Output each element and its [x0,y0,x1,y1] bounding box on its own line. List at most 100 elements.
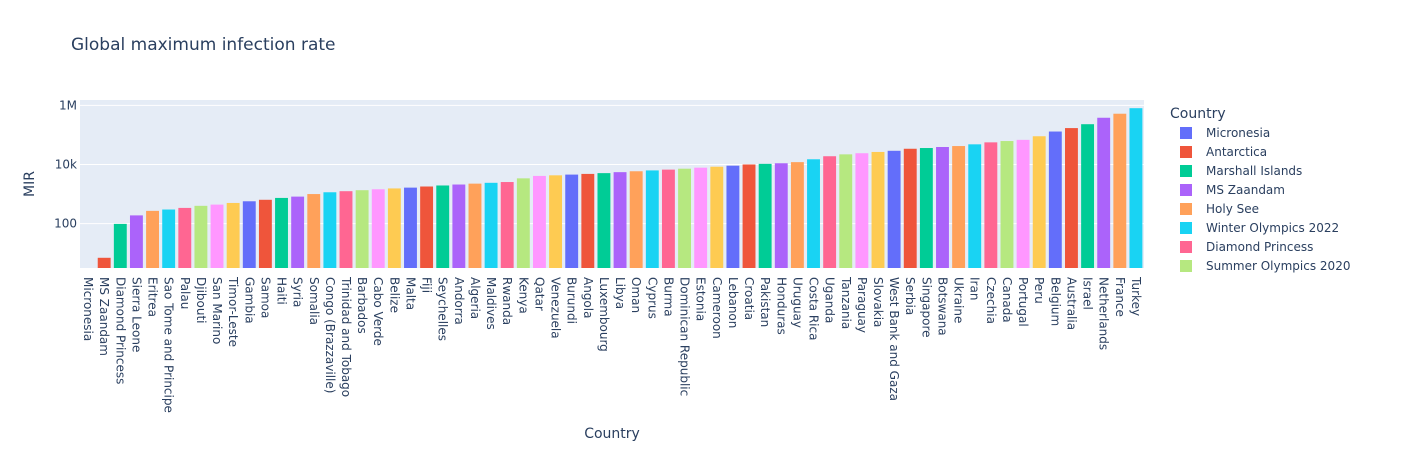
bar[interactable] [371,189,385,268]
x-tick-label: Malta [403,277,417,310]
bar[interactable] [404,187,417,268]
legend-swatch[interactable] [1180,241,1192,253]
bar[interactable] [1032,136,1046,268]
bar[interactable] [839,154,853,268]
bar[interactable] [97,257,111,268]
bar[interactable] [242,201,256,268]
bar[interactable] [339,191,353,268]
bar[interactable] [549,175,563,268]
bar[interactable] [452,184,466,268]
bar[interactable] [952,146,966,268]
bar[interactable] [291,196,305,268]
bar[interactable] [1048,131,1062,268]
x-tick-label: Canada [1000,277,1014,323]
x-tick-label: Lebanon [726,277,740,328]
bar[interactable] [758,163,772,268]
bar[interactable] [919,148,933,268]
bar[interactable] [1016,139,1030,268]
bar[interactable] [194,205,208,268]
bar[interactable] [774,163,788,268]
bar[interactable] [855,153,869,268]
bar[interactable] [258,199,272,268]
x-tick-label: Somalia [307,277,321,325]
bar[interactable] [1000,141,1014,268]
y-tick-label: 100 [54,217,77,231]
legend-swatch[interactable] [1180,127,1192,139]
bar[interactable] [129,215,143,268]
bar[interactable] [984,142,998,268]
bar[interactable] [226,202,240,268]
x-tick-label: Tanzania [839,276,853,329]
bar[interactable] [936,146,949,268]
bar[interactable] [146,210,159,268]
legend-swatch[interactable] [1180,203,1192,215]
bar[interactable] [516,178,530,268]
x-tick-label: Israel [1081,277,1095,310]
bar[interactable] [887,150,901,268]
x-tick-label: San Marino [210,277,224,344]
bar[interactable] [710,166,724,268]
bar[interactable] [903,148,917,268]
bar[interactable] [726,165,740,268]
bar[interactable] [968,144,982,268]
bar[interactable] [162,209,176,268]
x-tick-label: Timor-Leste [226,276,240,347]
bar[interactable] [387,188,401,268]
bar[interactable] [629,171,643,268]
bar[interactable] [1113,113,1127,268]
x-tick-label: Uruguay [790,277,804,328]
x-tick-label: Trinidad and Tobago [339,276,353,397]
legend-item-label[interactable]: Marshall Islands [1206,164,1302,178]
x-tick-label: Sierra Leone [129,277,143,352]
bar[interactable] [790,162,804,268]
bar[interactable] [661,169,675,268]
legend-swatch[interactable] [1180,260,1192,272]
bar[interactable] [323,192,337,268]
x-tick-label: Sao Tome and Principe [162,277,176,413]
bar[interactable] [871,151,885,268]
bar[interactable] [597,173,611,268]
bar[interactable] [645,170,659,268]
legend-swatch[interactable] [1180,222,1192,234]
bar[interactable] [565,174,579,268]
legend-item-label[interactable]: Summer Olympics 2020 [1206,259,1350,273]
bar[interactable] [823,156,837,268]
bar[interactable] [1081,124,1095,268]
legend-item-label[interactable]: Antarctica [1206,145,1267,159]
bar[interactable] [113,223,127,268]
legend-swatch[interactable] [1180,146,1192,158]
legend-swatch[interactable] [1180,184,1192,196]
bar[interactable] [275,197,288,268]
legend-item-label[interactable]: Winter Olympics 2022 [1206,221,1339,235]
legend-item-label[interactable]: Micronesia [1206,126,1270,140]
bar[interactable] [210,204,224,268]
bar[interactable] [581,173,595,268]
bar[interactable] [420,186,434,268]
x-tick-label: Ukraine [952,277,966,323]
legend-item-label[interactable]: Diamond Princess [1206,240,1313,254]
bar[interactable] [500,182,514,268]
bar[interactable] [694,167,708,268]
bar[interactable] [355,190,369,268]
bar[interactable] [468,183,482,268]
legend-swatch[interactable] [1180,165,1192,177]
bar[interactable] [178,207,192,268]
bar[interactable] [613,172,627,268]
legend-item-label[interactable]: MS Zaandam [1206,183,1285,197]
bar[interactable] [742,164,756,268]
bar[interactable] [484,182,498,268]
bar[interactable] [1129,108,1143,268]
bar[interactable] [1097,117,1111,269]
x-tick-label: France [1113,277,1127,317]
legend-item-label[interactable]: Holy See [1206,202,1259,216]
bar[interactable] [533,175,546,268]
bar[interactable] [307,194,321,268]
plot-area [80,100,1144,268]
bar[interactable] [678,168,691,268]
bar[interactable] [436,185,450,268]
x-tick-label: Cameroon [710,277,724,339]
x-tick-label: Micronesia [81,277,95,341]
bar[interactable] [1065,128,1078,268]
bar[interactable] [807,159,820,268]
